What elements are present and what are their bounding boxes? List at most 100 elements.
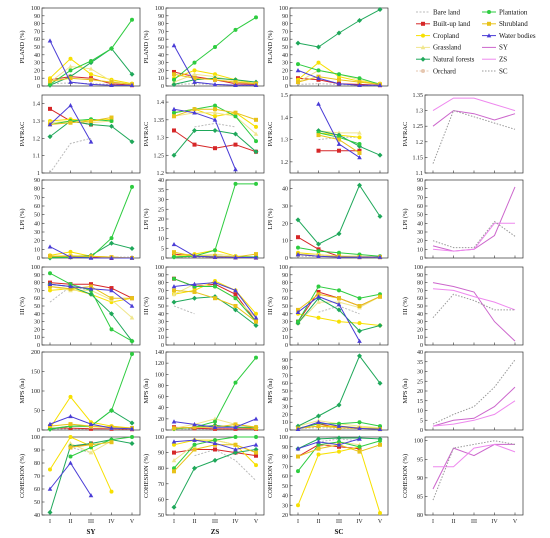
data-point	[172, 114, 176, 119]
legend-marker	[420, 56, 426, 62]
data-point	[68, 56, 73, 61]
data-point	[316, 241, 321, 247]
y-tick-label: 90	[417, 273, 423, 279]
data-point	[192, 142, 197, 147]
series-plantation	[172, 181, 258, 260]
data-point	[89, 426, 93, 431]
y-tick-label: 20	[417, 389, 423, 395]
data-point	[109, 80, 114, 85]
y-tick-label: 50	[158, 304, 164, 310]
series-line	[432, 282, 516, 342]
data-point	[336, 254, 342, 259]
y-tick-label: 15	[158, 227, 164, 233]
data-point	[48, 284, 52, 289]
x-tick-label: IV	[356, 519, 363, 525]
legend-label: SY	[499, 44, 508, 52]
y-tick-label: 1.2	[416, 140, 424, 146]
y-tick-label: 0	[161, 428, 164, 434]
data-point	[316, 44, 321, 50]
series-plantation	[48, 184, 134, 260]
data-point	[316, 133, 321, 138]
data-point	[357, 80, 362, 85]
data-point	[109, 115, 114, 120]
data-point	[212, 424, 218, 430]
y-tick-label: 10	[417, 335, 423, 341]
y-tick-label: 30	[282, 61, 288, 67]
series-line	[297, 354, 381, 427]
data-point	[109, 408, 114, 413]
data-point	[254, 435, 258, 439]
data-point	[254, 319, 258, 324]
data-point	[48, 254, 52, 259]
series-plantation	[296, 62, 382, 87]
y-tick-label: 100	[31, 265, 40, 271]
data-point	[109, 327, 114, 332]
data-point	[316, 60, 321, 65]
data-point	[171, 106, 177, 111]
plot-frame	[41, 94, 141, 174]
y-tick-label: 30	[282, 320, 288, 326]
data-point	[316, 442, 321, 447]
data-point	[253, 315, 259, 320]
data-point	[254, 124, 258, 129]
series-plantation	[48, 17, 134, 87]
y-tick-label: 1.4	[281, 115, 289, 121]
y-tick-label: 40	[417, 312, 423, 318]
data-point	[171, 291, 177, 297]
series-sc	[432, 440, 516, 501]
y-tick-label: 1.3	[281, 138, 289, 144]
y-axis-label: COHESION (%)	[19, 454, 26, 498]
plot-frame	[289, 351, 389, 431]
legend-label: Orchard	[433, 67, 456, 75]
data-point	[68, 68, 73, 73]
data-point	[109, 236, 114, 241]
series-line	[432, 293, 515, 319]
y-tick-label: 30	[282, 204, 288, 210]
data-point	[213, 107, 217, 112]
data-point	[337, 319, 341, 324]
y-tick-label: 20	[34, 68, 40, 74]
data-point	[109, 119, 114, 123]
data-point	[88, 450, 94, 455]
series-line	[297, 438, 360, 450]
y-tick-label: 10	[158, 76, 164, 82]
series-line	[432, 288, 516, 311]
y-tick-label: 20	[282, 412, 288, 418]
y-tick-label: 25	[417, 379, 423, 385]
data-point	[192, 295, 197, 301]
data-point	[171, 43, 177, 48]
data-point	[192, 107, 197, 112]
x-tick-label: II	[452, 519, 456, 525]
data-point	[109, 311, 114, 317]
data-point	[129, 315, 135, 320]
data-point	[295, 426, 301, 432]
y-tick-label: 10	[34, 335, 40, 341]
data-point	[88, 82, 94, 87]
series-line	[432, 186, 516, 252]
y-tick-label: 10	[417, 247, 423, 253]
data-point	[88, 493, 94, 498]
series-natural-forests	[295, 353, 383, 429]
chart-panel: 1.2 1.25 1.3 1.35 1.4 PAFRAC	[143, 94, 265, 177]
y-tick-label: 100	[155, 6, 164, 12]
data-point	[47, 281, 53, 286]
x-tick-label: III	[212, 519, 218, 525]
data-point	[254, 181, 258, 186]
series-sy	[432, 386, 516, 427]
y-tick-label: 1.1	[33, 154, 41, 160]
data-point	[68, 435, 73, 439]
data-point	[213, 45, 217, 49]
data-point	[233, 255, 238, 260]
series-line	[432, 110, 516, 127]
y-tick-label: 30	[34, 61, 40, 67]
series-sy	[432, 110, 516, 127]
data-point	[336, 423, 342, 428]
data-point	[377, 82, 383, 88]
data-point	[377, 7, 383, 13]
y-axis-label: COHESION (%)	[143, 454, 150, 498]
data-point	[233, 304, 238, 308]
data-point	[212, 117, 218, 122]
y-tick-label: 90	[417, 476, 423, 482]
data-point	[68, 445, 73, 450]
